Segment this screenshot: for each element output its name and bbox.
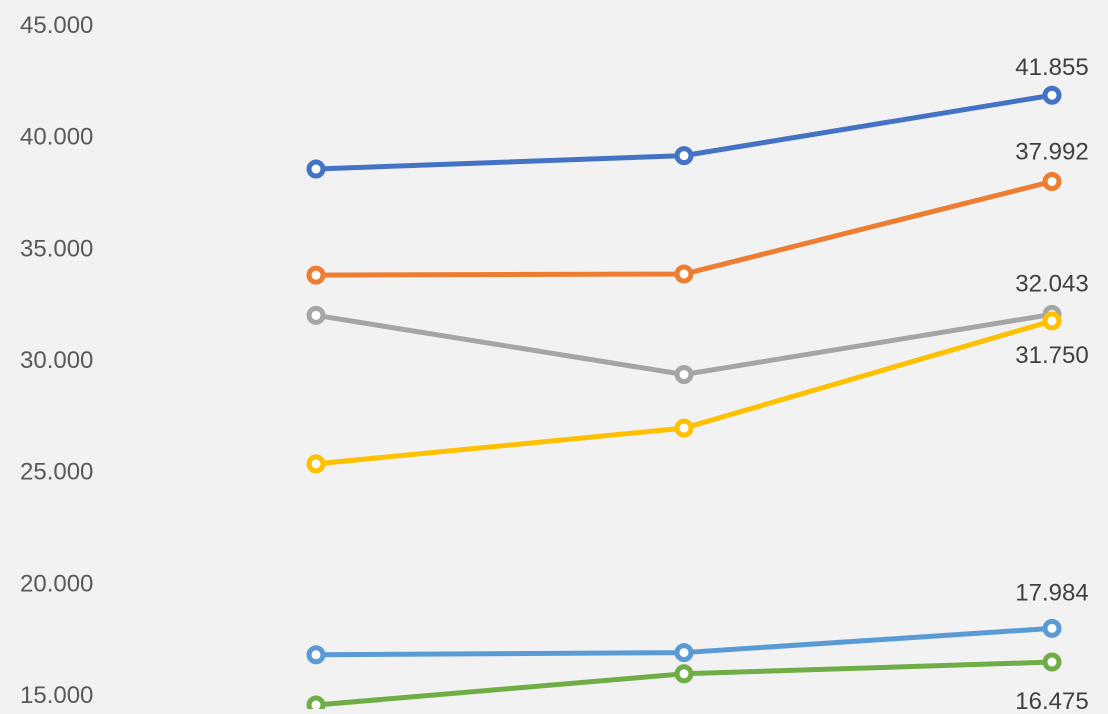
- data-label: 16.475: [1015, 688, 1088, 709]
- data-label-layer: 41.855 37.992 32.043 31.750 17.984 16.475: [1015, 54, 1088, 714]
- y-tick-label: 25.000: [20, 459, 93, 486]
- series-1: [306, 85, 1062, 179]
- data-point-marker: [306, 645, 326, 665]
- y-tick-label: 35.000: [20, 235, 93, 262]
- data-point-marker: [306, 159, 326, 179]
- data-point-marker: [674, 264, 694, 284]
- series-5: [306, 618, 1062, 665]
- data-label: 17.984: [1015, 579, 1088, 606]
- series-3: [306, 304, 1062, 385]
- data-point-marker: [1042, 172, 1062, 192]
- series-layer: [306, 85, 1062, 714]
- data-label: 41.855: [1015, 54, 1088, 81]
- data-label: 32.043: [1015, 270, 1088, 297]
- data-label: 31.750: [1015, 342, 1088, 369]
- y-tick-label: 40.000: [20, 124, 93, 151]
- data-point-marker: [306, 265, 326, 285]
- y-tick-label: 30.000: [20, 347, 93, 374]
- series-6: [306, 652, 1062, 714]
- data-point-marker: [1042, 618, 1062, 638]
- data-point-marker: [674, 643, 694, 663]
- data-point-marker: [674, 664, 694, 684]
- y-axis: 15.000 20.000 25.000 30.000 35.000 40.000 45.0…: [20, 12, 93, 709]
- series-4: [306, 311, 1062, 474]
- data-point-marker: [674, 418, 694, 438]
- data-point-marker: [1042, 85, 1062, 105]
- y-tick-label: 45.000: [20, 12, 93, 39]
- data-point-marker: [1042, 652, 1062, 672]
- y-tick-label: 20.000: [20, 570, 93, 597]
- data-point-marker: [306, 695, 326, 714]
- data-point-marker: [1042, 311, 1062, 331]
- data-label: 37.992: [1015, 139, 1088, 166]
- data-point-marker: [306, 305, 326, 325]
- series-line: [313, 318, 1055, 467]
- y-tick-label: 15.000: [20, 682, 93, 709]
- series-2: [306, 172, 1062, 285]
- series-line: [313, 179, 1055, 278]
- data-point-marker: [674, 365, 694, 385]
- data-point-marker: [306, 454, 326, 474]
- data-point-marker: [674, 146, 694, 166]
